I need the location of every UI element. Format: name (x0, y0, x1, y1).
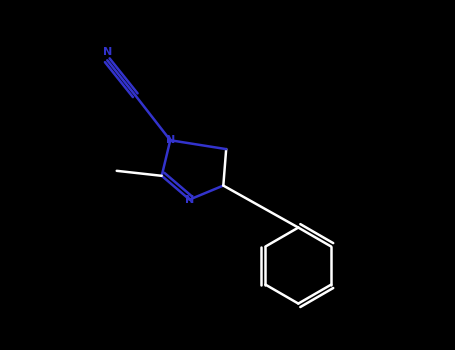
Text: N: N (185, 195, 194, 204)
Text: N: N (103, 47, 112, 57)
Text: N: N (166, 135, 175, 145)
